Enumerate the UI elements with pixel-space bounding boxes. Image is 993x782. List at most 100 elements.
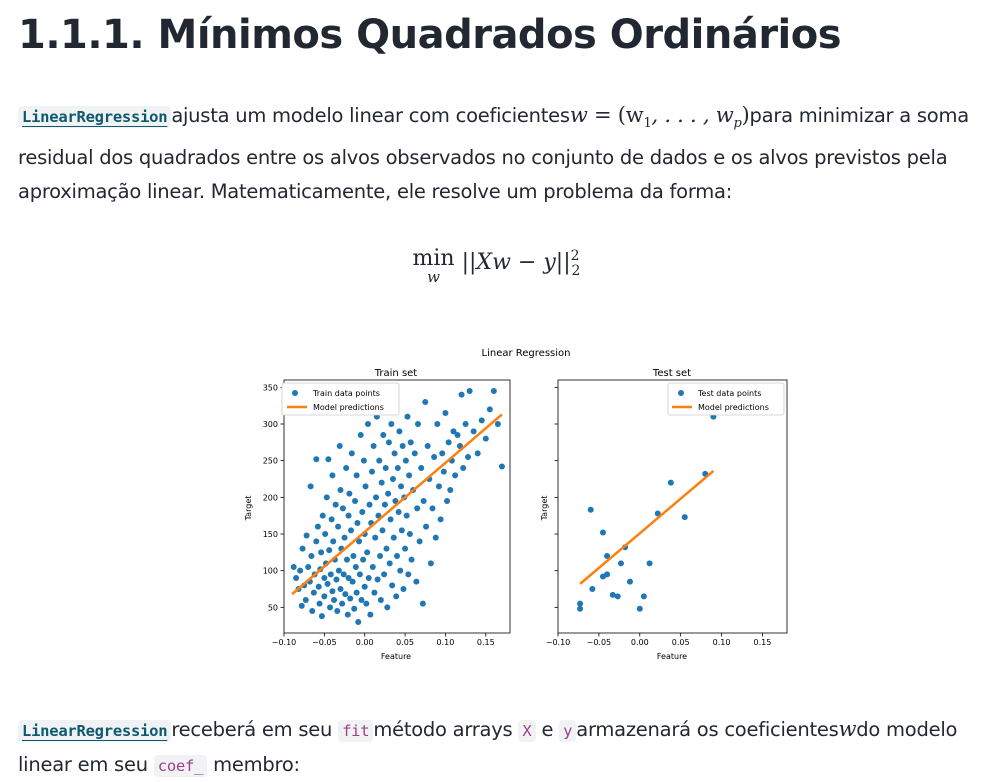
usage-text-4: armazenará os coeficientes	[576, 718, 839, 741]
train-data-point	[407, 439, 414, 446]
test-x-tick-label: 0.15	[754, 638, 772, 647]
train-data-point	[373, 494, 380, 501]
train-data-point	[486, 406, 493, 413]
usage-math-w: w	[838, 717, 857, 741]
train-data-point	[400, 586, 407, 592]
y-code: y	[559, 720, 577, 742]
train-data-point	[337, 487, 344, 493]
test-legend-point-icon	[678, 390, 684, 396]
test-data-point	[604, 553, 611, 559]
train-data-point	[389, 476, 396, 482]
train-data-point	[328, 516, 335, 523]
train-data-point	[402, 457, 409, 464]
train-data-point	[333, 576, 340, 583]
train-data-point	[394, 465, 401, 471]
intro-text-2: para minimizar a soma	[749, 104, 970, 127]
train-data-point	[442, 410, 449, 416]
test-data-point	[587, 506, 594, 513]
train-axes-frame	[283, 379, 511, 634]
test-legend-box	[667, 382, 785, 416]
test-data-point	[636, 605, 643, 612]
train-data-point	[440, 468, 447, 475]
train-data-point	[454, 432, 461, 438]
x-code: X	[518, 720, 536, 742]
train-data-point	[368, 468, 375, 475]
train-data-point	[362, 483, 369, 490]
intro-line-3: aproximação linear. Matematicamente, ele…	[18, 180, 733, 204]
train-x-tick-label: −0.05	[312, 638, 337, 647]
train-data-point	[435, 483, 442, 490]
train-data-point	[323, 494, 330, 501]
train-data-point	[406, 472, 413, 479]
train-data-point	[339, 505, 346, 512]
train-data-point	[342, 591, 349, 598]
train-data-point	[299, 545, 306, 552]
least-squares-equation: min w ||Xw − y||22	[0, 248, 993, 286]
train-data-point	[352, 564, 359, 570]
usage-line-2-end: membro:	[213, 753, 300, 776]
train-data-point	[377, 553, 384, 559]
train-x-tick-label: −0.10	[272, 638, 297, 647]
math-eq: = (w	[594, 103, 644, 127]
train-data-point	[293, 575, 300, 581]
train-data-point	[397, 567, 404, 574]
train-data-point	[445, 439, 452, 446]
page-title: 1.1.1. Mínimos Quadrados Ordinários	[18, 12, 842, 58]
test-data-point	[654, 510, 661, 517]
train-data-point	[408, 556, 415, 563]
train-data-point	[358, 597, 365, 603]
linear-regression-plot: Linear Regression Train set Test set Fea…	[244, 348, 788, 661]
train-data-point	[340, 571, 347, 578]
train-xlabel: Feature	[381, 652, 411, 661]
train-data-point	[384, 604, 391, 611]
train-data-point	[385, 490, 392, 497]
train-data-point	[460, 465, 467, 471]
train-y-tick-label: 100	[263, 567, 278, 576]
min-operator: min w	[413, 248, 455, 286]
math-w: w	[569, 103, 588, 127]
train-data-point	[413, 578, 420, 585]
train-data-point	[431, 454, 438, 460]
test-data-point	[681, 514, 688, 521]
math-close: )	[741, 103, 750, 127]
train-data-point	[366, 501, 373, 508]
train-data-point	[393, 593, 400, 600]
train-data-point	[349, 578, 356, 585]
train-data-point	[364, 549, 371, 556]
train-data-point	[354, 520, 361, 526]
math-sub-p: p	[733, 116, 742, 132]
train-data-point	[429, 505, 436, 512]
train-data-point	[357, 432, 364, 438]
train-title: Train set	[374, 368, 418, 379]
linear-regression-link-2[interactable]: LinearRegression	[18, 718, 172, 742]
train-data-point	[427, 560, 434, 567]
train-data-point	[356, 571, 363, 578]
train-data-point	[361, 583, 368, 590]
train-data-point	[416, 538, 423, 545]
train-data-point	[395, 509, 402, 515]
train-data-point	[404, 413, 411, 420]
train-x-tick-label: 0.00	[356, 638, 374, 647]
train-data-point	[372, 534, 379, 541]
train-data-point	[360, 556, 367, 563]
train-data-point	[474, 450, 481, 457]
intro-math: w = (w1, . . . , wp)	[569, 103, 750, 131]
test-data-point	[646, 560, 653, 567]
usage-paragraph: LinearRegression receberá em seu fit métod…	[18, 712, 990, 782]
min-subscript: w	[427, 268, 440, 286]
train-data-point	[386, 560, 393, 567]
train-data-point	[490, 388, 497, 394]
train-data-point	[351, 605, 358, 612]
usage-text-5: do modelo	[856, 718, 958, 741]
figure-suptitle: Linear Regression	[482, 348, 571, 359]
train-data-point	[478, 417, 485, 424]
train-data-point	[418, 465, 425, 471]
train-data-point	[411, 450, 418, 457]
linear-regression-link[interactable]: LinearRegression	[18, 104, 172, 128]
train-y-tick-label: 250	[263, 457, 278, 466]
test-legend: Test data points Model predictions	[667, 382, 785, 416]
test-x-tick-label: −0.10	[546, 638, 571, 647]
train-data-point	[326, 547, 333, 554]
train-data-point	[322, 531, 329, 537]
train-ylabel: Target	[244, 496, 253, 522]
